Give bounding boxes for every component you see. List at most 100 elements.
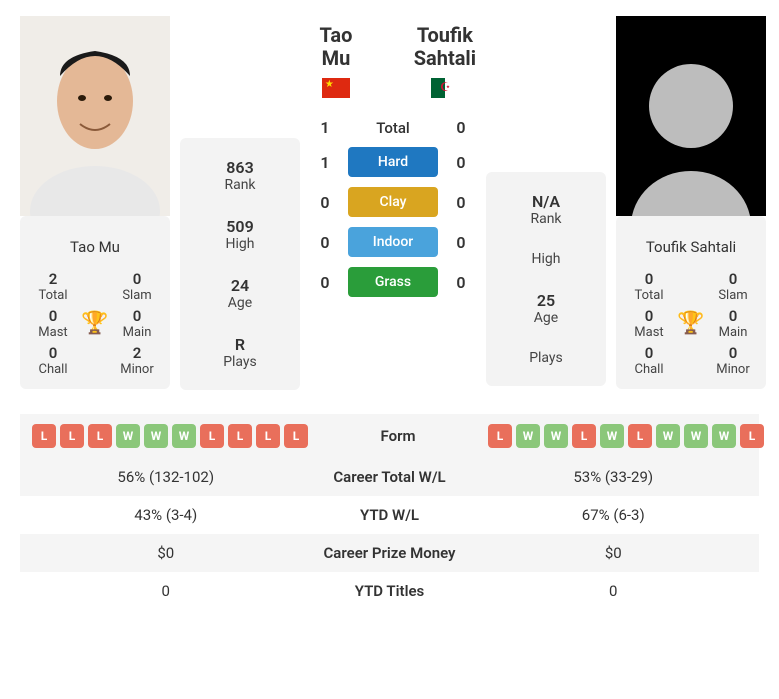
form-badge: L xyxy=(60,424,84,448)
p2-chall-val: 0 xyxy=(624,344,674,362)
form-badge: L xyxy=(256,424,280,448)
row-p1: $0 xyxy=(32,544,300,562)
h2h-clay-p1: 0 xyxy=(310,193,340,212)
form-badge: W xyxy=(684,424,708,448)
player1-info: 863Rank 509High 24Age RPlays xyxy=(180,138,300,390)
label-minor: Minor xyxy=(112,362,162,377)
form-badge: W xyxy=(544,424,568,448)
label-slam: Slam xyxy=(112,288,162,303)
form-badge: L xyxy=(572,424,596,448)
form-badge: L xyxy=(284,424,308,448)
p1-high: 509 xyxy=(180,217,300,236)
p1-slam-val: 0 xyxy=(112,270,162,288)
p2-minor-val: 0 xyxy=(708,344,758,362)
form-badge: L xyxy=(228,424,252,448)
player2-card: Toufik Sahtali 0Total 0Slam 0Mast 🏆 0Mai… xyxy=(616,216,766,389)
label-high: High xyxy=(180,236,300,252)
table-row: 43% (3-4)YTD W/L67% (6-3) xyxy=(20,496,759,534)
form-badge: W xyxy=(656,424,680,448)
label-total2: Total xyxy=(624,288,674,303)
flag-dz-icon xyxy=(431,78,459,98)
h2h-indoor-label: Indoor xyxy=(348,227,438,257)
p1-total-val: 2 xyxy=(28,270,78,288)
table-row: 0YTD Titles0 xyxy=(20,572,759,610)
p1-plays: R xyxy=(180,335,300,354)
row-p2: 67% (6-3) xyxy=(480,506,748,524)
player2-info: N/ARank High 25Age Plays xyxy=(486,172,606,386)
form-row: LLLWWWLLLL Form LWWLWLWWWL xyxy=(20,414,759,458)
player1-column: Tao Mu 2Total 0Slam 0Mast 🏆 0Main 0Chall… xyxy=(20,16,170,389)
row-label: Career Total W/L xyxy=(300,468,480,486)
form-badge: W xyxy=(516,424,540,448)
label-slam2: Slam xyxy=(708,288,758,303)
table-row: $0Career Prize Money$0 xyxy=(20,534,759,572)
label-mast: Mast xyxy=(28,325,78,340)
p2-rank: N/A xyxy=(486,192,606,211)
form-badge: W xyxy=(172,424,196,448)
h2h-grass-label: Grass xyxy=(348,267,438,297)
row-label: YTD W/L xyxy=(300,506,480,524)
player2-name: Toufik Sahtali xyxy=(624,228,758,270)
h2h-clay-p2: 0 xyxy=(446,193,476,212)
p1-form: LLLWWWLLLL xyxy=(32,424,308,448)
h2h-total-p2: 0 xyxy=(446,118,476,137)
p1-minor-val: 2 xyxy=(112,344,162,362)
p2-header-name: Toufik Sahtali xyxy=(414,24,476,70)
form-badge: L xyxy=(200,424,224,448)
label-age: Age xyxy=(180,295,300,311)
form-badge: L xyxy=(628,424,652,448)
player2-column: Toufik Sahtali 0Total 0Slam 0Mast 🏆 0Mai… xyxy=(616,16,766,389)
form-badge: W xyxy=(116,424,140,448)
row-p2: 0 xyxy=(480,582,748,600)
h2h-total-p1: 1 xyxy=(310,118,340,137)
h2h-total-label: Total xyxy=(348,119,438,137)
label-chall2: Chall xyxy=(624,362,674,377)
form-badge: W xyxy=(600,424,624,448)
p1-chall-val: 0 xyxy=(28,344,78,362)
label-plays: Plays xyxy=(180,354,300,370)
label-total: Total xyxy=(28,288,78,303)
h2h-indoor-p2: 0 xyxy=(446,233,476,252)
row-label: YTD Titles xyxy=(300,582,480,600)
form-badge: L xyxy=(488,424,512,448)
form-badge: L xyxy=(32,424,56,448)
label-minor2: Minor xyxy=(708,362,758,377)
player1-name: Tao Mu xyxy=(28,228,162,270)
p2-form: LWWLWLWWWL xyxy=(488,424,764,448)
trophy-icon: 🏆 xyxy=(80,311,110,336)
label-main: Main xyxy=(112,325,162,340)
p1-mast-val: 0 xyxy=(28,307,78,325)
p1-main-val: 0 xyxy=(112,307,162,325)
form-badge: W xyxy=(712,424,736,448)
p2-age: 25 xyxy=(486,291,606,310)
row-p2: $0 xyxy=(480,544,748,562)
comparison-table: LLLWWWLLLL Form LWWLWLWWWL 56% (132-102)… xyxy=(20,414,759,610)
h2h-clay-label: Clay xyxy=(348,187,438,217)
form-label: Form xyxy=(308,427,488,445)
row-label: Career Prize Money xyxy=(300,544,480,562)
h2h-hard-p1: 1 xyxy=(310,153,340,172)
form-badge: W xyxy=(144,424,168,448)
label-main2: Main xyxy=(708,325,758,340)
p2-main-val: 0 xyxy=(708,307,758,325)
label-chall: Chall xyxy=(28,362,78,377)
player1-card: Tao Mu 2Total 0Slam 0Mast 🏆 0Main 0Chall… xyxy=(20,216,170,389)
p2-slam-val: 0 xyxy=(708,270,758,288)
row-p1: 56% (132-102) xyxy=(32,468,300,486)
label-rank: Rank xyxy=(180,177,300,193)
p1-age: 24 xyxy=(180,276,300,295)
trophy-icon: 🏆 xyxy=(676,311,706,336)
label-mast2: Mast xyxy=(624,325,674,340)
row-p1: 0 xyxy=(32,582,300,600)
p2-mast-val: 0 xyxy=(624,307,674,325)
player2-photo xyxy=(616,16,766,216)
h2h-hard-p2: 0 xyxy=(446,153,476,172)
h2h-center: Tao Mu Toufik Sahtali 1 Total 0 1 Hard 0 xyxy=(310,16,476,307)
form-badge: L xyxy=(740,424,764,448)
row-p2: 53% (33-29) xyxy=(480,468,748,486)
form-badge: L xyxy=(88,424,112,448)
player1-photo xyxy=(20,16,170,216)
h2h-indoor-p1: 0 xyxy=(310,233,340,252)
table-row: 56% (132-102)Career Total W/L53% (33-29) xyxy=(20,458,759,496)
label-plays2: Plays xyxy=(486,350,606,366)
